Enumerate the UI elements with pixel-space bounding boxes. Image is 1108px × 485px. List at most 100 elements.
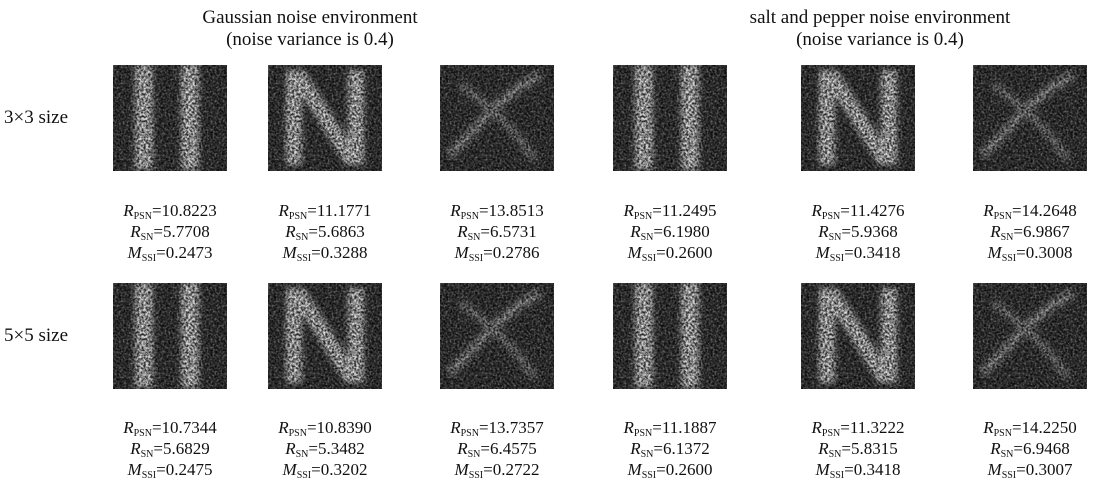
metric-value: 11.1887 — [662, 418, 717, 437]
metric-symbol: R — [630, 439, 640, 458]
metric-symbol: M — [128, 460, 142, 479]
metric-value: 5.3482 — [318, 439, 365, 458]
metric-relation: = — [1016, 460, 1026, 479]
metric-relation: = — [307, 201, 317, 220]
metric-relation: = — [152, 201, 162, 220]
metric-symbol: M — [628, 243, 642, 262]
metric-line: MSSI=0.3202 — [240, 459, 410, 485]
metric-value: 14.2648 — [1022, 201, 1077, 220]
metric-relation: = — [483, 460, 493, 479]
metric-line: MSSI=0.2473 — [85, 242, 255, 269]
metric-subscript: SSI — [1002, 253, 1016, 264]
metric-subscript: SSI — [1002, 470, 1016, 481]
column-title: salt and pepper noise environment — [650, 7, 1108, 29]
metric-symbol: R — [818, 439, 828, 458]
figure: Gaussian noise environment(noise varianc… — [0, 0, 1108, 485]
metric-relation: = — [656, 243, 666, 262]
metric-symbol: R — [279, 201, 289, 220]
column-header: Gaussian noise environment(noise varianc… — [80, 7, 540, 51]
noisy-image — [801, 283, 915, 389]
metric-symbol: R — [457, 439, 467, 458]
metric-value: 6.4575 — [490, 439, 537, 458]
metric-subscript: SSI — [142, 253, 156, 264]
metric-symbol: M — [988, 243, 1002, 262]
noisy-image — [440, 65, 554, 171]
metric-line: MSSI=0.2600 — [585, 242, 755, 269]
metric-value: 5.6829 — [163, 439, 210, 458]
metric-subscript: SSI — [469, 253, 483, 264]
metric-symbol: R — [457, 222, 467, 241]
metric-relation: = — [308, 222, 318, 241]
metric-relation: = — [1012, 418, 1022, 437]
column-title: Gaussian noise environment — [80, 7, 540, 29]
metric-relation: = — [841, 439, 851, 458]
metric-value: 6.1372 — [663, 439, 710, 458]
metric-value: 6.5731 — [490, 222, 537, 241]
metric-relation: = — [307, 418, 317, 437]
metric-symbol: R — [818, 222, 828, 241]
metric-symbol: R — [990, 439, 1000, 458]
metric-symbol: R — [983, 418, 993, 437]
metric-subscript: SSI — [142, 470, 156, 481]
metric-value: 6.1980 — [663, 222, 710, 241]
metric-symbol: R — [624, 418, 634, 437]
metric-value: 6.9867 — [1023, 222, 1070, 241]
metric-value: 5.7708 — [163, 222, 210, 241]
metric-symbol: R — [450, 201, 460, 220]
metric-symbol: R — [812, 418, 822, 437]
metric-relation: = — [156, 460, 166, 479]
metric-symbol: R — [123, 201, 133, 220]
metric-relation: = — [152, 418, 162, 437]
noisy-image — [113, 65, 227, 171]
metric-value: 5.8315 — [851, 439, 898, 458]
metric-value: 0.3007 — [1026, 460, 1073, 479]
metric-value: 11.3222 — [850, 418, 905, 437]
metric-relation: = — [153, 439, 163, 458]
metric-relation: = — [840, 418, 850, 437]
metric-relation: = — [840, 201, 850, 220]
metric-line: MSSI=0.2786 — [412, 242, 582, 269]
metric-relation: = — [156, 243, 166, 262]
metric-value: 0.3288 — [321, 243, 368, 262]
metric-line: MSSI=0.3288 — [240, 242, 410, 269]
metric-subscript: SSI — [642, 470, 656, 481]
metric-symbol: R — [130, 439, 140, 458]
column-subtitle: (noise variance is 0.4) — [650, 29, 1108, 51]
noisy-image — [973, 283, 1087, 389]
metric-line: MSSI=0.3418 — [773, 242, 943, 269]
metric-relation: = — [653, 439, 663, 458]
metric-value: 0.2786 — [493, 243, 540, 262]
metric-relation: = — [1016, 243, 1026, 262]
metric-symbol: M — [128, 243, 142, 262]
metric-relation: = — [483, 243, 493, 262]
metric-value: 5.9368 — [851, 222, 898, 241]
metric-value: 10.8390 — [317, 418, 372, 437]
metric-value: 0.3418 — [854, 243, 901, 262]
metric-relation: = — [479, 418, 489, 437]
metric-symbol: R — [983, 201, 993, 220]
column-subtitle: (noise variance is 0.4) — [80, 29, 540, 51]
metric-symbol: M — [283, 243, 297, 262]
metric-relation: = — [480, 222, 490, 241]
metric-line: MSSI=0.2475 — [85, 459, 255, 485]
metric-symbol: M — [816, 460, 830, 479]
metric-value: 0.2473 — [166, 243, 213, 262]
metric-value: 0.3202 — [321, 460, 368, 479]
noisy-image — [268, 65, 382, 171]
metric-value: 10.7344 — [162, 418, 217, 437]
metric-line: MSSI=0.3418 — [773, 459, 943, 485]
metric-line: MSSI=0.2722 — [412, 459, 582, 485]
noisy-image — [440, 283, 554, 389]
metric-value: 13.7357 — [489, 418, 544, 437]
metric-relation: = — [311, 243, 321, 262]
metric-symbol: R — [278, 418, 288, 437]
metric-symbol: R — [285, 222, 295, 241]
metric-relation: = — [652, 201, 662, 220]
row-label: 5×5 size — [4, 325, 68, 347]
metric-symbol: M — [455, 243, 469, 262]
metric-relation: = — [1012, 201, 1022, 220]
metric-value: 0.3418 — [854, 460, 901, 479]
noisy-image — [113, 283, 227, 389]
metric-relation: = — [653, 222, 663, 241]
metric-relation: = — [480, 439, 490, 458]
